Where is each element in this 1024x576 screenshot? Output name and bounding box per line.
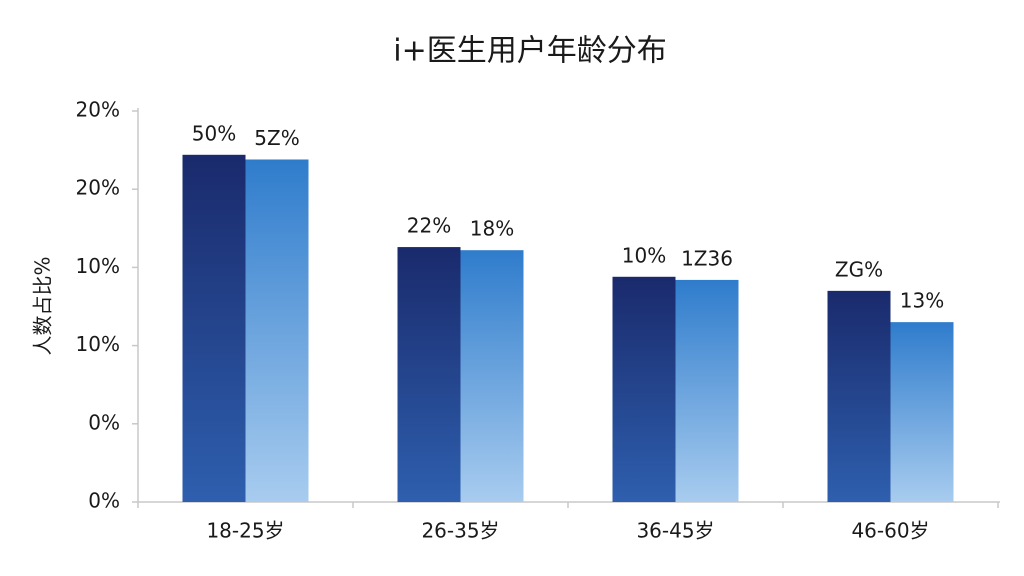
x-tick-label: 18-25岁 (206, 519, 284, 543)
x-tick-label: 26-35岁 (421, 519, 499, 543)
data-label: 10% (622, 243, 666, 267)
y-tick-label: 20% (76, 98, 120, 122)
bar (397, 247, 461, 502)
bar (245, 159, 309, 502)
data-label: 18% (470, 217, 514, 241)
y-tick-label: 20% (76, 176, 120, 200)
bar (460, 250, 524, 502)
data-label: 13% (900, 289, 944, 313)
bar (612, 276, 676, 502)
y-tick-label: 10% (76, 254, 120, 278)
bar (827, 290, 891, 502)
data-label: ZG% (835, 257, 883, 281)
x-tick-label: 36-45岁 (636, 519, 714, 543)
y-tick-label: 10% (76, 332, 120, 356)
bar (182, 154, 246, 503)
data-label: 22% (407, 214, 451, 238)
x-tick-label: 46-60岁 (851, 519, 929, 543)
data-label: 1Z36 (681, 246, 733, 270)
data-label: 50% (192, 121, 236, 145)
y-axis-label: 人数占比% (31, 256, 55, 355)
bar (890, 322, 954, 502)
y-tick-label: 0% (88, 489, 120, 513)
bar (675, 279, 739, 502)
y-tick-label: 0% (88, 410, 120, 434)
data-label: 5Z% (254, 126, 299, 150)
chart-title: i+医生用户年龄分布 (393, 34, 666, 69)
